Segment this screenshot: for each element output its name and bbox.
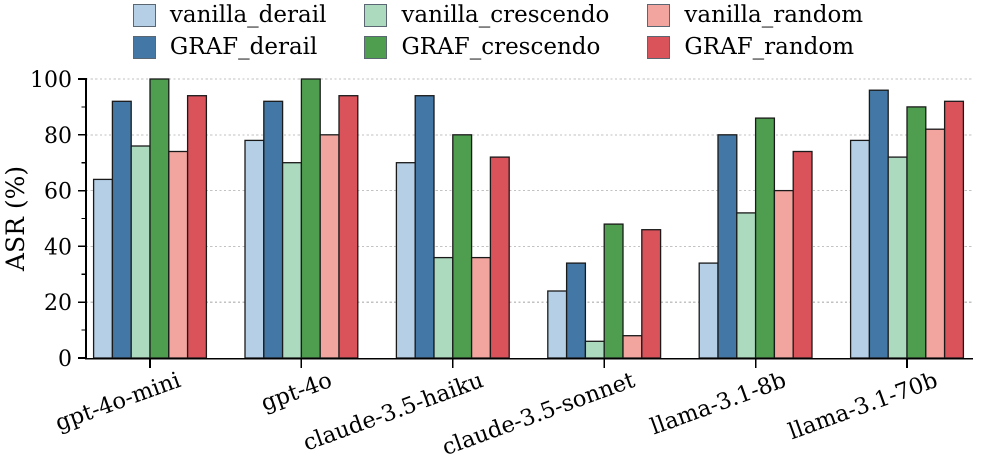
bar-GRAF_derail-gpt-4o <box>263 100 284 359</box>
bar-GRAF_crescendo-gpt-4o <box>300 78 321 359</box>
bar-GRAF_random-gpt-4o-mini <box>186 95 208 359</box>
legend-label-vanilla_derail: vanilla_derail <box>169 2 327 28</box>
x-tick-label-gpt-4o-mini: gpt-4o-mini <box>52 367 184 436</box>
bar-vanilla_random-gpt-4o-mini <box>168 150 189 359</box>
y-tick-label-100: 100 <box>30 68 72 93</box>
bar-vanilla_crescendo-llama-3.1-8b <box>736 212 757 359</box>
bar-vanilla_crescendo-claude-3.5-sonnet <box>584 340 605 359</box>
y-tick-label-40: 40 <box>44 235 72 260</box>
y-tick-label-0: 0 <box>58 347 72 372</box>
bar-GRAF_random-claude-3.5-sonnet <box>641 229 662 359</box>
bar-GRAF_derail-claude-3.5-haiku <box>414 95 435 359</box>
bar-GRAF_crescendo-llama-3.1-8b <box>754 117 776 359</box>
legend-item-GRAF_derail: GRAF_derail <box>132 33 327 62</box>
y-tick-label-80: 80 <box>44 124 72 149</box>
bar-vanilla_derail-claude-3.5-sonnet <box>547 290 568 359</box>
bar-GRAF_crescendo-llama-3.1-70b <box>906 106 927 359</box>
y-axis-title: ASR (%) <box>1 166 30 272</box>
bar-vanilla_derail-claude-3.5-haiku <box>395 162 416 359</box>
bar-vanilla_crescendo-gpt-4o <box>281 162 303 359</box>
y-tick-label-60: 60 <box>44 180 72 205</box>
legend-label-vanilla_random: vanilla_random <box>684 2 864 28</box>
bar-vanilla_random-llama-3.1-8b <box>773 189 794 359</box>
legend-swatch-GRAF_crescendo <box>364 36 388 59</box>
bar-GRAF_derail-llama-3.1-8b <box>717 134 738 359</box>
bar-GRAF_random-claude-3.5-haiku <box>489 156 510 359</box>
legend-swatch-GRAF_derail <box>132 36 156 59</box>
bar-GRAF_crescendo-claude-3.5-sonnet <box>603 223 624 359</box>
bar-vanilla_derail-llama-3.1-8b <box>698 262 719 359</box>
legend-swatch-vanilla_crescendo <box>364 4 388 27</box>
legend-item-vanilla_derail: vanilla_derail <box>132 1 327 30</box>
legend-swatch-vanilla_derail <box>132 4 156 27</box>
bar-GRAF_derail-gpt-4o-mini <box>111 100 132 359</box>
x-tick-label-llama-3.1-8b: llama-3.1-8b <box>647 367 790 440</box>
bar-vanilla_crescendo-claude-3.5-haiku <box>433 256 454 359</box>
x-tick-label-gpt-4o: gpt-4o <box>258 367 336 417</box>
bar-vanilla_crescendo-gpt-4o-mini <box>130 145 151 359</box>
bar-vanilla_random-llama-3.1-70b <box>925 128 946 359</box>
y-tick-label-20: 20 <box>44 291 72 316</box>
bar-vanilla_random-claude-3.5-sonnet <box>622 335 643 359</box>
bar-GRAF_random-llama-3.1-8b <box>792 150 813 359</box>
x-tick-label-llama-3.1-70b: llama-3.1-70b <box>785 367 941 445</box>
bar-vanilla_random-claude-3.5-haiku <box>470 256 492 359</box>
bar-GRAF_crescendo-gpt-4o-mini <box>149 78 170 359</box>
bar-GRAF_crescendo-claude-3.5-haiku <box>452 134 473 359</box>
chart-legend: vanilla_derail vanilla_crescendo vanilla_r… <box>0 1 996 62</box>
bar-GRAF_derail-claude-3.5-sonnet <box>565 262 587 359</box>
legend-item-GRAF_crescendo: GRAF_crescendo <box>364 33 609 62</box>
bar-vanilla_derail-gpt-4o <box>244 139 265 359</box>
legend-label-vanilla_crescendo: vanilla_crescendo <box>401 2 610 28</box>
legend-item-GRAF_random: GRAF_random <box>647 33 863 62</box>
legend-label-GRAF_derail: GRAF_derail <box>169 34 318 60</box>
bar-vanilla_derail-llama-3.1-70b <box>849 139 871 359</box>
legend-item-vanilla_crescendo: vanilla_crescendo <box>364 1 609 30</box>
bar-GRAF_derail-llama-3.1-70b <box>868 89 889 359</box>
legend-label-GRAF_crescendo: GRAF_crescendo <box>401 34 601 60</box>
legend-swatch-GRAF_random <box>647 36 671 59</box>
bar-vanilla_random-gpt-4o <box>319 134 340 359</box>
legend-item-vanilla_random: vanilla_random <box>647 1 863 30</box>
bar-GRAF_random-llama-3.1-70b <box>943 100 965 359</box>
bar-GRAF_random-gpt-4o <box>338 95 359 359</box>
legend-label-GRAF_random: GRAF_random <box>684 34 855 60</box>
legend-swatch-vanilla_random <box>647 4 671 27</box>
bar-vanilla_derail-gpt-4o-mini <box>92 178 114 359</box>
bar-vanilla_crescendo-llama-3.1-70b <box>887 156 908 359</box>
